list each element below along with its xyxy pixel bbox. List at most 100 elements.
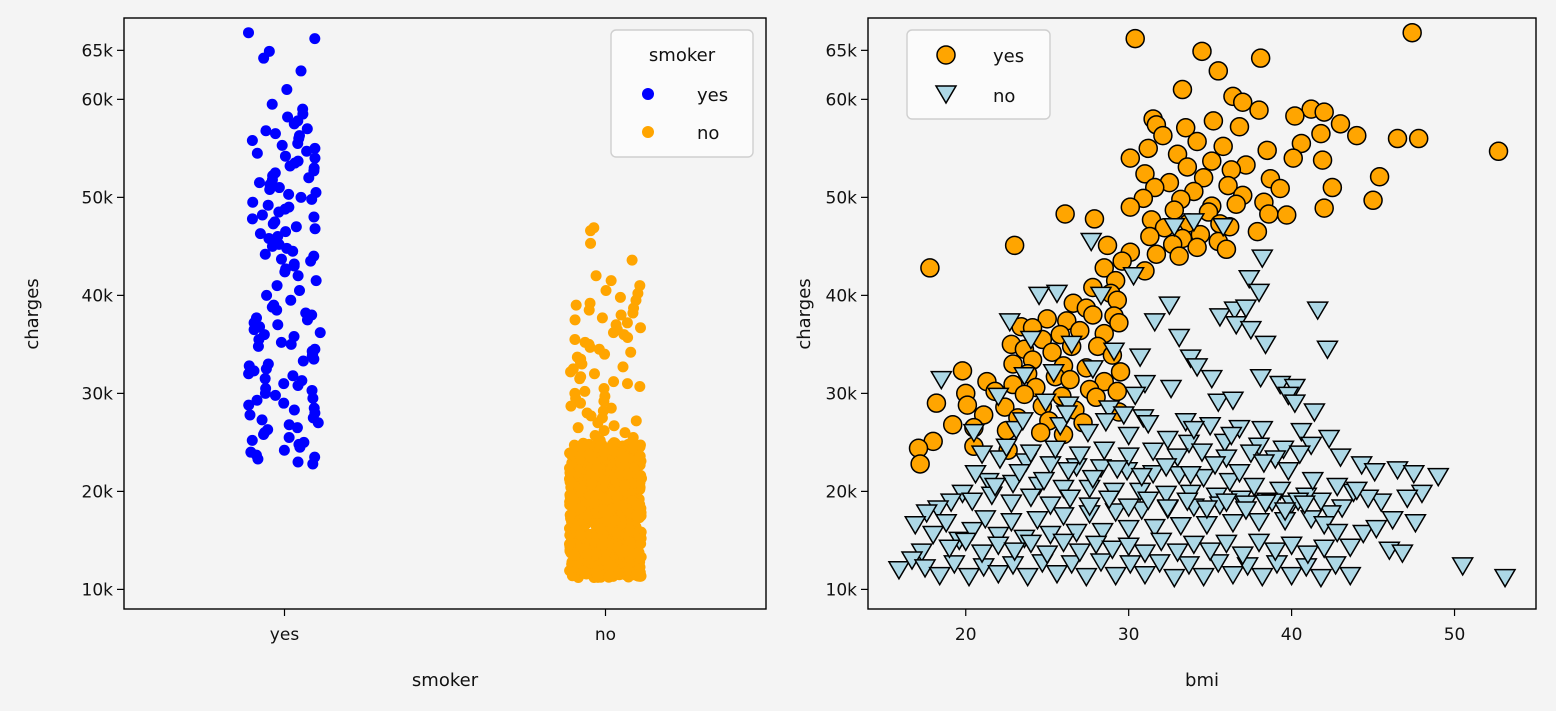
right-point-yes <box>1198 202 1219 222</box>
right-point-no <box>1068 446 1092 466</box>
right-point-no <box>915 504 938 524</box>
right-point-no <box>1277 462 1300 482</box>
right-point-no <box>1268 481 1292 501</box>
left-point-no <box>588 368 600 380</box>
right-point-no <box>1426 467 1450 488</box>
right-point-no <box>1154 458 1178 478</box>
left-point-yes <box>253 177 265 189</box>
right-point-no <box>1039 456 1062 476</box>
right-point-no <box>1060 555 1083 575</box>
right-point-no <box>1045 284 1069 304</box>
left-point-no <box>635 469 647 481</box>
left-point-yes <box>278 378 290 390</box>
left-point-no <box>625 346 637 358</box>
left-point-no <box>590 547 602 559</box>
right-point-yes <box>1270 178 1290 199</box>
right-point-no <box>1309 568 1333 589</box>
left-point-no <box>631 500 643 512</box>
right-point-yes <box>1229 117 1250 137</box>
right-point-no <box>988 450 1012 470</box>
left-point-no <box>608 376 620 388</box>
left-point-no <box>621 378 633 390</box>
right-point-yes <box>1187 237 1207 258</box>
right-y-axis-ticks: 10k 20k 30k 40k 50k 60k 65k <box>826 41 868 600</box>
left-point-yes <box>292 456 304 468</box>
left-point-yes <box>243 399 255 411</box>
right-point-no <box>970 544 994 564</box>
right-point-yes <box>1226 194 1246 214</box>
left-point-yes <box>267 218 279 230</box>
right-points <box>887 22 1517 589</box>
right-point-no <box>1128 348 1152 368</box>
right-point-yes <box>1167 144 1188 164</box>
right-point-no <box>1325 523 1349 544</box>
right-point-yes <box>1084 209 1105 229</box>
left-point-no <box>630 569 642 581</box>
left-point-no <box>622 332 634 344</box>
right-point-no <box>1057 462 1080 482</box>
right-point-no <box>1117 537 1140 557</box>
right-point-no <box>1060 335 1083 355</box>
right-point-yes <box>1330 114 1351 134</box>
right-point-no <box>1319 505 1343 525</box>
left-point-no <box>564 509 576 521</box>
right-point-no <box>1356 489 1380 509</box>
right-x-axis-label: bmi <box>1185 670 1219 691</box>
right-point-no <box>1133 544 1157 564</box>
right-point-no <box>1176 492 1199 512</box>
right-point-no <box>1381 511 1404 531</box>
left-point-no <box>574 397 586 409</box>
right-point-no <box>1234 299 1258 319</box>
right-point-no <box>1141 442 1165 462</box>
right-point-no <box>987 526 1010 546</box>
right-point-no <box>1016 567 1039 588</box>
right-point-no <box>1351 524 1375 545</box>
left-point-yes <box>285 338 297 350</box>
left-point-yes <box>288 260 300 272</box>
right-point-no <box>1218 472 1242 493</box>
left-point-yes <box>246 213 258 225</box>
left-point-yes <box>295 65 307 77</box>
right-point-no <box>1117 447 1140 467</box>
left-point-yes <box>305 255 317 267</box>
left-point-yes <box>246 434 258 446</box>
left-point-yes <box>262 199 274 211</box>
left-y-tick-label: 30k <box>82 384 114 404</box>
left-y-tick-label: 50k <box>82 188 114 208</box>
right-point-no <box>1112 406 1136 426</box>
left-point-yes <box>251 147 263 159</box>
right-point-no <box>1254 494 1277 514</box>
right-point-no <box>1081 469 1105 490</box>
right-point-no <box>1101 540 1124 560</box>
left-point-yes <box>271 280 283 292</box>
left-x-axis-ticks: yes no <box>270 609 616 645</box>
right-point-no <box>1034 393 1057 413</box>
right-point-no <box>1019 534 1043 554</box>
left-point-no <box>596 312 608 324</box>
right-point-yes <box>1291 133 1312 154</box>
right-point-no <box>1068 543 1092 563</box>
right-point-no <box>1159 379 1183 399</box>
left-point-no <box>599 554 611 566</box>
right-point-no <box>1273 502 1297 522</box>
left-legend-marker-no <box>642 126 654 138</box>
right-point-no <box>1234 501 1258 521</box>
right-point-no <box>1221 514 1245 534</box>
right-point-no <box>1052 507 1075 527</box>
right-point-yes <box>1175 118 1196 138</box>
left-point-no <box>619 544 631 556</box>
right-point-yes <box>1488 141 1509 162</box>
right-point-yes <box>1250 48 1271 68</box>
right-point-no <box>1200 369 1224 390</box>
left-point-no <box>564 538 576 550</box>
right-point-yes <box>1322 177 1343 198</box>
right-point-yes <box>1216 239 1237 260</box>
right-point-no <box>1019 488 1043 508</box>
right-point-yes <box>1097 235 1118 256</box>
left-point-yes <box>283 431 295 443</box>
left-point-yes <box>243 368 255 380</box>
right-point-no <box>930 370 953 391</box>
right-series-no <box>887 213 1517 589</box>
right-point-yes <box>1311 123 1331 144</box>
